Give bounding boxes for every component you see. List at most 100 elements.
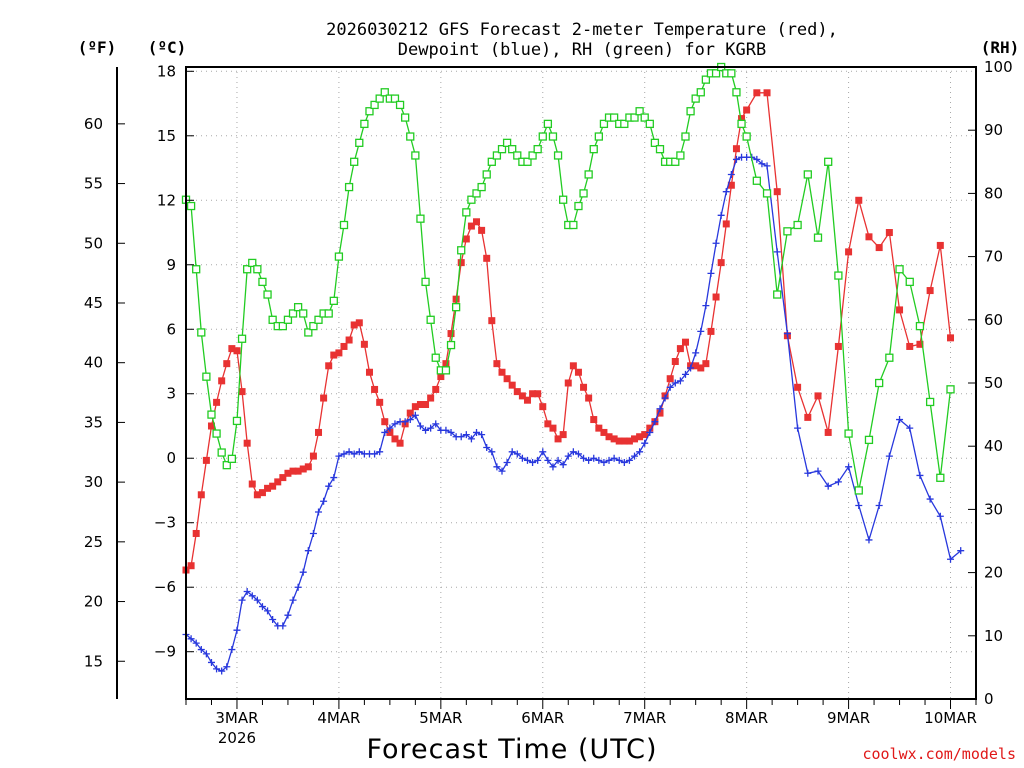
dewpoint-point — [661, 394, 669, 402]
dewpoint-point — [580, 454, 588, 462]
temperature-point — [258, 489, 266, 497]
temperature-point — [824, 428, 832, 436]
rh-point — [824, 157, 833, 166]
rh-point — [355, 138, 364, 147]
dewpoint-point — [330, 474, 338, 482]
rh-point — [390, 94, 400, 103]
dewpoint-point — [651, 418, 659, 426]
rh-point — [222, 461, 231, 470]
dewpoint-point — [564, 452, 572, 460]
dewpoint-point — [896, 416, 904, 424]
dewpoint-point — [386, 424, 394, 432]
dewpoint-point — [534, 456, 542, 464]
dewpoint-point — [467, 435, 475, 443]
temperature-point — [238, 388, 246, 396]
dewpoint-point — [264, 607, 272, 615]
temperature-point — [391, 435, 399, 443]
temperature-point — [875, 244, 883, 252]
rh-point — [533, 145, 542, 154]
temperature-point — [615, 437, 623, 445]
rh-point — [243, 265, 252, 274]
rh-point — [416, 214, 425, 223]
rh-point — [482, 170, 491, 179]
celsius-tick-label: −9 — [154, 643, 176, 661]
rh-point — [691, 94, 700, 103]
temperature-point — [523, 396, 531, 404]
dewpoint-point — [625, 456, 633, 464]
rh-point — [696, 88, 705, 97]
temperature-point — [585, 394, 593, 402]
celsius-tick-label: 3 — [166, 385, 176, 403]
series-2-meter-temperature — [182, 89, 955, 574]
dewpoint-point — [656, 405, 664, 413]
rh-point — [609, 113, 619, 122]
temperature-point — [671, 358, 679, 366]
dewpoint-point — [845, 463, 853, 471]
temperature-point — [804, 413, 812, 421]
rh-point — [334, 252, 344, 261]
rh-point — [864, 435, 874, 445]
rh-point — [411, 151, 420, 160]
dewpoint-point — [875, 502, 883, 510]
rh-point — [936, 473, 945, 482]
dewpoint-point — [299, 568, 307, 576]
temperature-point — [554, 435, 562, 443]
x-tick-label: 10MAR — [924, 709, 977, 727]
rh-point — [737, 119, 746, 129]
temperature-point — [248, 480, 256, 488]
rh-point — [895, 265, 904, 274]
rh-point — [793, 220, 802, 230]
dewpoint-point — [641, 439, 649, 447]
rh-point — [676, 151, 685, 160]
rh-point — [513, 151, 522, 160]
dewpoint-point — [294, 583, 302, 591]
dewpoint-point — [697, 327, 705, 335]
dewpoint-point — [681, 370, 689, 378]
dewpoint-point — [906, 424, 914, 432]
temperature-point — [947, 334, 955, 342]
dewpoint-point — [585, 456, 593, 464]
celsius-tick-label: 15 — [157, 127, 176, 145]
rh-unit-label: (RH) — [981, 38, 1020, 57]
rh-point — [497, 145, 507, 154]
rh-point — [523, 157, 532, 166]
dewpoint-point — [284, 611, 292, 619]
temperature-point — [213, 398, 221, 406]
dewpoint-point — [753, 155, 761, 163]
x-tick-sublabel: 2026 — [218, 729, 256, 747]
dewpoint-point — [401, 418, 409, 426]
temperature-point — [294, 467, 302, 475]
dewpoint-point — [223, 663, 231, 671]
dewpoint-point — [416, 422, 424, 430]
rh-point — [742, 132, 751, 141]
temperature-point — [574, 368, 582, 376]
dewpoint-point — [376, 448, 384, 456]
dewpoint-point — [620, 459, 628, 467]
temperature-point — [569, 362, 577, 370]
rh-point — [283, 315, 293, 324]
temperature-point — [631, 435, 639, 443]
rh-tick-label: 30 — [984, 500, 1003, 518]
temperature-point — [529, 390, 537, 398]
dewpoint-point — [763, 162, 771, 170]
fahrenheit-tick-label: 45 — [84, 294, 103, 312]
dewpoint-point — [289, 596, 297, 604]
dewpoint-point — [411, 411, 419, 419]
temperature-point — [264, 484, 272, 492]
dewpoint-point — [804, 469, 812, 477]
rh-point — [844, 429, 853, 438]
temperature-point — [712, 293, 720, 301]
rh-point — [915, 321, 925, 331]
rh-point — [594, 132, 603, 141]
rh-point — [762, 189, 772, 198]
rh-point — [650, 138, 660, 147]
rh-point — [329, 296, 338, 305]
dewpoint-point — [493, 463, 501, 471]
grid-lines — [186, 67, 976, 699]
rh-point — [885, 353, 894, 362]
rh-point — [421, 277, 430, 287]
temperature-point — [580, 383, 588, 391]
rh-tick-label: 60 — [984, 311, 1003, 329]
temperature-point — [834, 342, 842, 350]
